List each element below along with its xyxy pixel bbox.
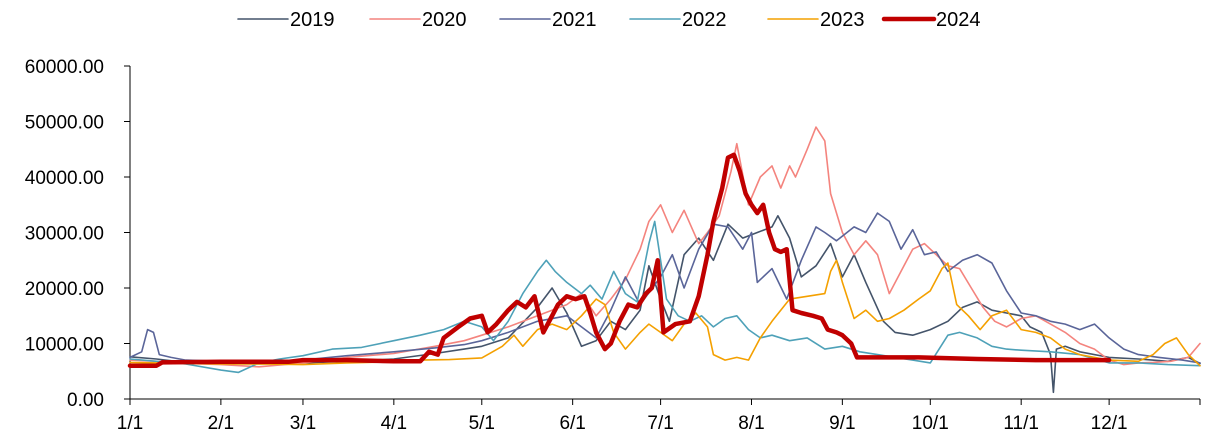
legend-item-2019: 2019 xyxy=(237,9,335,31)
legend-item-2021: 2021 xyxy=(499,9,597,31)
legend-label: 2024 xyxy=(936,9,981,31)
y-tick-label: 20000.00 xyxy=(25,279,104,300)
x-tick-label: 6/1 xyxy=(559,413,585,434)
y-tick-label: 50000.00 xyxy=(25,113,104,134)
x-tick-label: 11/1 xyxy=(1003,413,1039,434)
series-line-2023 xyxy=(129,259,1201,367)
y-tick-label: 60000.00 xyxy=(25,57,104,78)
x-tick-label: 12/1 xyxy=(1091,413,1128,434)
legend-label: 2022 xyxy=(682,9,727,31)
series-line-2024 xyxy=(127,152,1112,368)
legend-item-2022: 2022 xyxy=(629,9,727,31)
legend-label: 2020 xyxy=(422,9,467,31)
legend-item-2020: 2020 xyxy=(369,9,467,31)
legend-label: 2021 xyxy=(552,9,597,31)
y-tick-label: 10000.00 xyxy=(25,335,104,356)
y-tick-label: 30000.00 xyxy=(25,224,104,245)
legend: 2019 2020 2021 2022 2023 2024 xyxy=(237,9,981,31)
series-line-2019 xyxy=(129,215,1201,394)
x-tick-label: 5/1 xyxy=(469,413,495,434)
series-line-2022 xyxy=(129,220,1201,374)
y-tick-label: 40000.00 xyxy=(25,168,104,189)
x-axis: 1/1 2/1 3/1 4/1 5/1 6/1 7/1 8/1 9/1 10/1 11/1 12/1 xyxy=(117,398,1201,434)
legend-item-2023: 2023 xyxy=(767,9,865,31)
x-tick-label: 3/1 xyxy=(290,413,316,434)
plot-area xyxy=(127,126,1201,394)
y-tick-label: 0.00 xyxy=(67,390,104,411)
series-line-2021 xyxy=(129,212,1201,364)
x-tick-label: 4/1 xyxy=(381,413,407,434)
x-tick-label: 2/1 xyxy=(208,413,234,434)
x-tick-label: 7/1 xyxy=(647,413,673,434)
x-tick-label: 9/1 xyxy=(829,413,855,434)
x-tick-label: 1/1 xyxy=(117,413,143,434)
y-axis: 0.00 10000.00 20000.00 30000.00 40000.00 5000… xyxy=(25,57,131,411)
legend-item-2024: 2024 xyxy=(881,9,981,31)
x-tick-label: 8/1 xyxy=(738,413,764,434)
legend-label: 2023 xyxy=(820,9,865,31)
x-tick-label: 10/1 xyxy=(912,413,949,434)
legend-label: 2019 xyxy=(290,9,335,31)
